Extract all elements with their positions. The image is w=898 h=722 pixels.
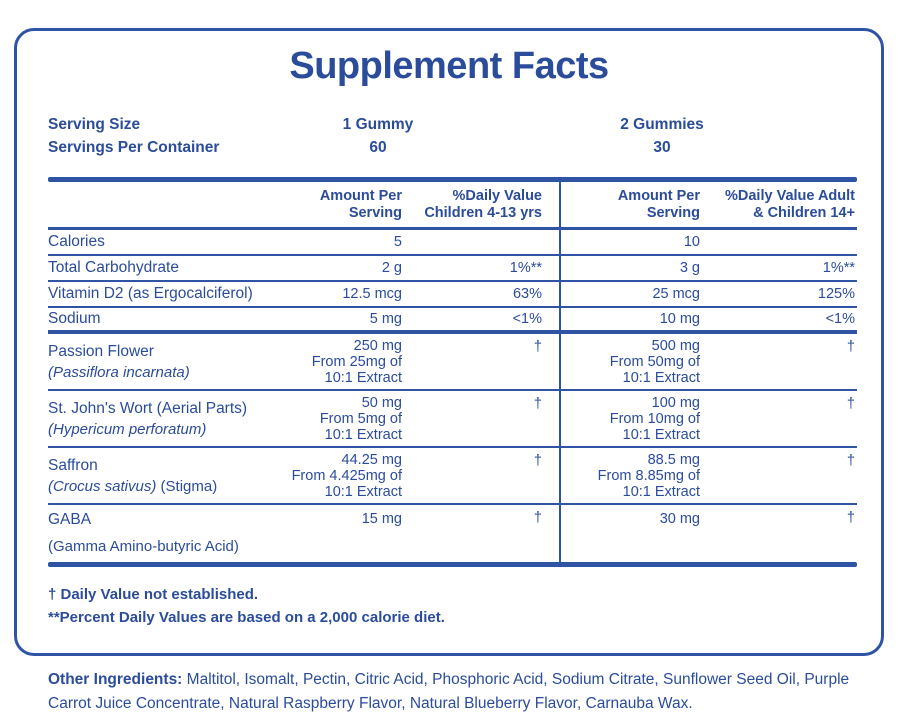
facts-table: Amount Per Serving %Daily Value Children… bbox=[48, 177, 857, 567]
daily-value-1: † bbox=[533, 339, 542, 355]
row-name: Sodium bbox=[48, 310, 101, 327]
amount-per-serving-1: 12.5 mcg bbox=[342, 286, 402, 302]
table-row: Vitamin D2 (as Ergocalciferol) 12.5 mcg 63… bbox=[48, 282, 857, 308]
row-name-cell: Total Carbohydrate bbox=[48, 256, 288, 280]
row-name: Total Carbohydrate bbox=[48, 259, 179, 276]
daily-value-2: 1%** bbox=[822, 260, 855, 276]
row-name: GABA bbox=[48, 511, 92, 528]
daily-value-1: 63% bbox=[512, 286, 542, 302]
row-subname: (Gamma Amino-butyric Acid) bbox=[48, 538, 239, 555]
row-name: Saffron bbox=[48, 456, 98, 474]
amount-per-serving-1: 5 bbox=[393, 234, 402, 250]
amount-per-serving-2: 30 mg bbox=[659, 511, 700, 527]
amount-per-serving-2: 500 mg From 50mg of 10:1 Extract bbox=[609, 337, 700, 386]
amount-per-serving-1: 15 mg bbox=[361, 511, 402, 527]
vertical-divider bbox=[559, 182, 561, 562]
amount-per-serving-1: 50 mg From 5mg of 10:1 Extract bbox=[319, 394, 402, 443]
row-name-cell: St. John's Wort (Aerial Parts) (Hypericum… bbox=[48, 391, 288, 446]
amount-per-serving-2: 25 mcg bbox=[652, 286, 700, 302]
column-spacer bbox=[548, 230, 578, 254]
servings-count-col2: 30 bbox=[653, 139, 671, 156]
amount-per-serving-1-header: Amount Per Serving bbox=[319, 188, 402, 221]
column-spacer bbox=[548, 334, 578, 389]
top-divider-bar bbox=[48, 177, 857, 182]
amount-per-serving-2: 88.5 mg From 8.85mg of 10:1 Extract bbox=[597, 451, 700, 500]
footnote-dagger: † Daily Value not established. bbox=[48, 586, 259, 603]
table-row: GABA (Gamma Amino-butyric Acid) 15 mg † 30 m… bbox=[48, 505, 857, 562]
daily-value-2 bbox=[700, 230, 857, 254]
amount-per-serving-2: 10 bbox=[683, 234, 700, 250]
daily-value-adult-header: %Daily Value Adult & Children 14+ bbox=[725, 188, 855, 221]
footnotes: † Daily Value not established. **Percent… bbox=[48, 583, 857, 629]
table-row: Saffron (Crocus sativus) (Stigma) 44.25 mg… bbox=[48, 448, 857, 505]
supplement-facts-label: Supplement Facts Serving Size 1 Gummy 2 … bbox=[14, 28, 884, 656]
serving-size-col1: 1 Gummy bbox=[342, 116, 414, 133]
amount-per-serving-2: 10 mg bbox=[659, 311, 700, 327]
daily-value-children-header: %Daily Value Children 4-13 yrs bbox=[424, 188, 542, 221]
other-ingredients-label: Other Ingredients: bbox=[48, 671, 183, 688]
amount-per-serving-2: 3 g bbox=[679, 260, 700, 276]
table-header: Amount Per Serving %Daily Value Children… bbox=[48, 182, 857, 230]
amount-per-serving-1: 2 g bbox=[381, 260, 402, 276]
row-name-cell: Saffron (Crocus sativus) (Stigma) bbox=[48, 448, 288, 503]
serving-size-col2: 2 Gummies bbox=[620, 116, 704, 133]
row-subname: (Passiflora incarnata) bbox=[48, 363, 190, 381]
amount-per-serving-1: 5 mg bbox=[369, 311, 402, 327]
row-name: St. John's Wort (Aerial Parts) bbox=[48, 399, 248, 417]
row-name: Passion Flower bbox=[48, 342, 154, 360]
column-spacer bbox=[548, 282, 578, 306]
page-title: Supplement Facts bbox=[289, 45, 609, 87]
table-row: Sodium 5 mg <1% 10 mg <1% bbox=[48, 308, 857, 334]
row-name: Calories bbox=[48, 233, 105, 250]
daily-value-2: † bbox=[846, 453, 855, 469]
servings-per-container-label: Servings Per Container bbox=[48, 139, 220, 156]
row-name-cell: Calories bbox=[48, 230, 288, 254]
row-name: Vitamin D2 (as Ergocalciferol) bbox=[48, 285, 253, 302]
row-name-cell: GABA (Gamma Amino-butyric Acid) bbox=[48, 505, 288, 562]
daily-value-2: † bbox=[846, 510, 855, 526]
column-spacer bbox=[548, 308, 578, 330]
table-body: Amount Per Serving %Daily Value Children… bbox=[48, 182, 857, 562]
daily-value-1: 1%** bbox=[509, 260, 542, 276]
amount-per-serving-2: 100 mg From 10mg of 10:1 Extract bbox=[609, 394, 700, 443]
footnote-percent: **Percent Daily Values are based on a 2,… bbox=[48, 609, 445, 626]
table-row: St. John's Wort (Aerial Parts) (Hypericum… bbox=[48, 391, 857, 448]
other-ingredients-text: Maltitol, Isomalt, Pectin, Citric Acid, … bbox=[48, 671, 850, 712]
daily-value-1: † bbox=[533, 396, 542, 412]
table-row: Calories 5 10 bbox=[48, 230, 857, 256]
row-subname: (Crocus sativus) (Stigma) bbox=[48, 477, 218, 495]
servings-per-container-row: Servings Per Container 60 30 bbox=[48, 136, 857, 159]
amount-per-serving-2-header: Amount Per Serving bbox=[617, 188, 700, 221]
column-spacer bbox=[548, 256, 578, 280]
daily-value-2: <1% bbox=[825, 311, 855, 327]
daily-value-1: † bbox=[533, 510, 542, 526]
column-spacer bbox=[548, 505, 578, 562]
column-spacer bbox=[548, 448, 578, 503]
daily-value-2: † bbox=[846, 339, 855, 355]
amount-per-serving-1: 250 mg From 25mg of 10:1 Extract bbox=[311, 337, 402, 386]
serving-info: Serving Size 1 Gummy 2 Gummies Servings … bbox=[48, 113, 857, 159]
bottom-divider-bar bbox=[48, 562, 857, 567]
column-spacer bbox=[548, 391, 578, 446]
daily-value-1 bbox=[402, 230, 548, 254]
table-row: Passion Flower (Passiflora incarnata) 250 … bbox=[48, 334, 857, 391]
daily-value-1: † bbox=[533, 453, 542, 469]
serving-size-label: Serving Size bbox=[48, 116, 141, 133]
daily-value-2: † bbox=[846, 396, 855, 412]
row-name-cell: Passion Flower (Passiflora incarnata) bbox=[48, 334, 288, 389]
table-row: Total Carbohydrate 2 g 1%** 3 g 1%** bbox=[48, 256, 857, 282]
servings-count-col1: 60 bbox=[369, 139, 387, 156]
row-subname: (Hypericum perforatum) bbox=[48, 420, 207, 438]
other-ingredients: Other Ingredients: Maltitol, Isomalt, Pe… bbox=[48, 668, 872, 715]
daily-value-1: <1% bbox=[512, 311, 542, 327]
row-name-cell: Sodium bbox=[48, 308, 288, 330]
amount-per-serving-1: 44.25 mg From 4.425mg of 10:1 Extract bbox=[291, 451, 402, 500]
row-name-cell: Vitamin D2 (as Ergocalciferol) bbox=[48, 282, 288, 306]
daily-value-2: 125% bbox=[817, 286, 855, 302]
serving-size-row: Serving Size 1 Gummy 2 Gummies bbox=[48, 113, 857, 136]
